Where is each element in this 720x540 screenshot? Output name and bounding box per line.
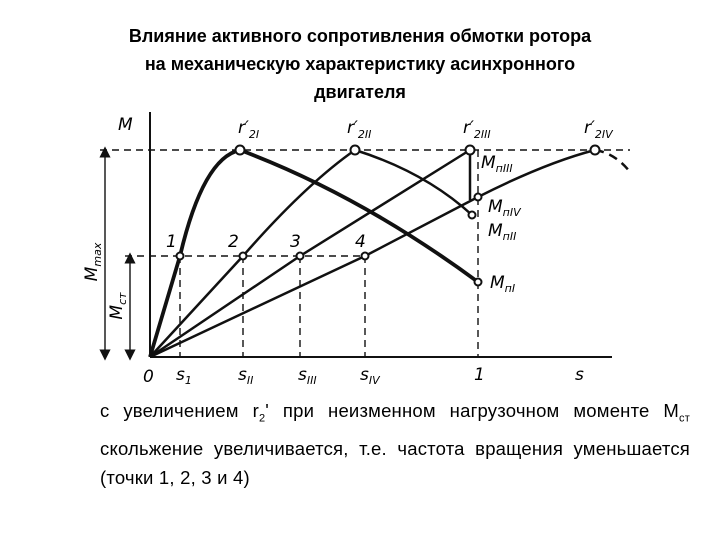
point (349, 144, 361, 156)
label-main: r′ (584, 118, 595, 138)
label-sub: пIII (496, 162, 513, 175)
y-axis-label: M (118, 115, 133, 135)
label-main: s (238, 365, 247, 385)
point (473, 192, 483, 202)
label-sub: 2III (474, 128, 491, 141)
slip-label: sIII (298, 365, 317, 387)
label-sub: max (91, 242, 104, 266)
point (589, 144, 601, 156)
body-sub: ст (679, 412, 690, 425)
label-main: s (298, 365, 307, 385)
label-main: r′ (238, 118, 249, 138)
point-label: 1 (166, 232, 177, 252)
start-torque-label: MпI (490, 273, 515, 295)
label-sub: пIV (503, 206, 522, 219)
curve-r2-IV-extension (594, 148, 631, 173)
curve-label: r′2II (347, 118, 371, 141)
label-sub: II (247, 374, 254, 387)
diagram: M s 0 1 Mmax Mст r′2I r′2II r′2III r′2IV… (82, 112, 631, 387)
body-part: скольжение увеличивается, т.е. частота в… (100, 437, 690, 488)
slip-label: sIV (360, 365, 381, 387)
body-part: ' при неизменном нагрузочном моменте M (265, 400, 680, 421)
label-main: M (488, 197, 503, 217)
point (473, 277, 483, 287)
label-sub: III (307, 374, 317, 387)
label-main: M (82, 266, 102, 281)
slip-label: s1 (176, 365, 192, 387)
m-max-label: Mmax (82, 242, 104, 281)
label-main: r′ (463, 118, 474, 138)
start-torque-label: MпIV (488, 197, 522, 219)
title-line: двигателя (314, 82, 406, 102)
drop-lines (179, 150, 479, 357)
label-sub: 2II (358, 128, 372, 141)
label-main: s (176, 365, 185, 385)
label-sub: пI (505, 282, 515, 295)
start-torque-label: MпII (488, 221, 516, 243)
point-label: 4 (355, 232, 366, 252)
x-axis-label: s (575, 365, 584, 385)
point-label: 2 (228, 232, 239, 252)
curve-label: r′2III (463, 118, 491, 141)
points (175, 144, 601, 287)
label-sub: IV (369, 374, 381, 387)
curve-r2-III (149, 148, 472, 359)
title-line: на механическую характеристику асинхронн… (144, 54, 576, 74)
point (467, 210, 477, 220)
point (238, 251, 248, 261)
origin-label: 0 (143, 367, 154, 387)
curve-r2-IV (149, 148, 596, 359)
label-main: r′ (347, 118, 358, 138)
label-main: M (488, 221, 503, 241)
curve-label: r′2I (238, 118, 259, 141)
body-text: с увеличением r2' при неизменном нагрузо… (100, 396, 690, 492)
m-load-label: Mст (107, 292, 129, 320)
label-sub: 1 (185, 374, 192, 387)
point-label: 3 (290, 232, 301, 252)
label-main: M (490, 273, 505, 293)
label-sub: 2IV (595, 128, 614, 141)
point (295, 251, 305, 261)
label-main: s (360, 365, 369, 385)
slip-label: sII (238, 365, 253, 387)
point (360, 251, 370, 261)
body-sub: 2 (258, 412, 266, 425)
title: Влияние активного сопротивления обмотки … (0, 22, 720, 106)
start-torque-label: MпIII (481, 153, 513, 175)
curve-label: r′2IV (584, 118, 614, 141)
title-line: Влияние активного сопротивления обмотки … (128, 26, 592, 46)
curve-r2-I (148, 148, 480, 358)
point (464, 144, 476, 156)
label-main: M (481, 153, 496, 173)
unit-slip-label: 1 (474, 365, 485, 385)
label-main: M (107, 305, 127, 320)
label-sub: пII (503, 230, 517, 243)
point (234, 144, 246, 156)
point (175, 251, 185, 261)
body-part: с увеличением r (100, 400, 259, 421)
label-sub: ст (116, 292, 129, 305)
label-sub: 2I (249, 128, 259, 141)
